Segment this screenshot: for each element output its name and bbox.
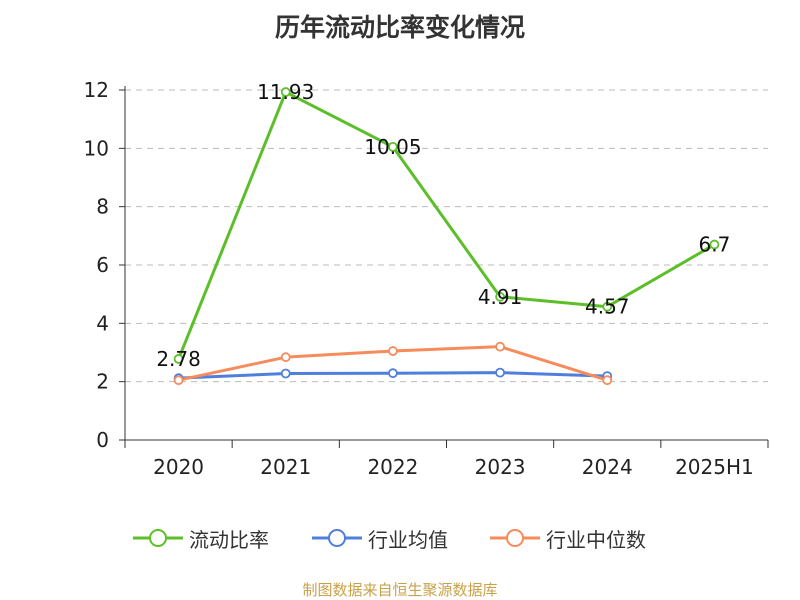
y-tick-label: 2 [96, 370, 109, 394]
data-point [388, 346, 398, 356]
grid-lines [125, 89, 768, 383]
x-tick-label: 2025H1 [675, 455, 754, 479]
data-point [495, 291, 505, 302]
legend-marker-icon [312, 529, 362, 547]
x-tick-label: 2021 [260, 455, 311, 479]
data-label: 6.7 [699, 233, 731, 257]
x-tick-label: 2023 [475, 455, 526, 479]
legend-label: 流动比率 [189, 527, 269, 552]
legend: 流动比率 行业均值 行业中位数 [0, 520, 800, 556]
data-point [602, 301, 613, 312]
x-tick-label: 2024 [582, 455, 633, 479]
data-point [709, 239, 720, 250]
data-point [388, 368, 398, 379]
y-tick-label: 8 [96, 195, 109, 219]
data-label: 2.78 [156, 347, 201, 371]
y-tick-label: 10 [84, 136, 109, 160]
data-labels: 2.78 11.93 10.05 4.91 4.57 6.7 [156, 80, 730, 371]
data-label: 4.57 [585, 295, 630, 319]
data-point [280, 368, 291, 379]
data-point [495, 367, 505, 378]
data-point [173, 375, 184, 386]
legend-circle [149, 529, 167, 547]
data-label: 11.93 [257, 80, 314, 104]
data-point [173, 354, 184, 364]
chart-title: 历年流动比率变化情况 [274, 13, 525, 42]
legend-label: 行业中位数 [546, 527, 646, 552]
y-tick-label: 4 [96, 311, 109, 335]
data-point [495, 341, 505, 352]
axes: 0 2 4 6 8 10 12 2020 2021 2022 2023 2024 2025H1 [84, 78, 769, 479]
y-tick-label: 12 [84, 78, 109, 102]
legend-circle [328, 529, 346, 547]
legend-item-industry-mean[interactable]: 行业均值 [312, 520, 448, 556]
data-label: 4.91 [478, 285, 523, 309]
data-label: 10.05 [364, 135, 421, 159]
data-point [280, 87, 291, 97]
data-point [388, 141, 398, 152]
series-lines [173, 87, 720, 386]
legend-marker-icon [490, 529, 540, 547]
y-tick-label: 6 [96, 253, 109, 277]
y-tick-label: 0 [96, 428, 109, 452]
data-point [280, 352, 291, 363]
legend-marker-icon [133, 529, 183, 547]
data-source-note: 制图数据来自恒生聚源数据库 [302, 581, 498, 599]
legend-item-industry-median[interactable]: 行业中位数 [490, 520, 646, 556]
legend-label: 行业均值 [368, 527, 448, 552]
series-line [177, 90, 716, 360]
legend-item-current-ratio[interactable]: 流动比率 [133, 520, 269, 556]
legend-circle [506, 529, 524, 547]
x-tick-label: 2022 [367, 455, 418, 479]
data-point [602, 375, 613, 386]
x-tick-label: 2020 [153, 455, 204, 479]
